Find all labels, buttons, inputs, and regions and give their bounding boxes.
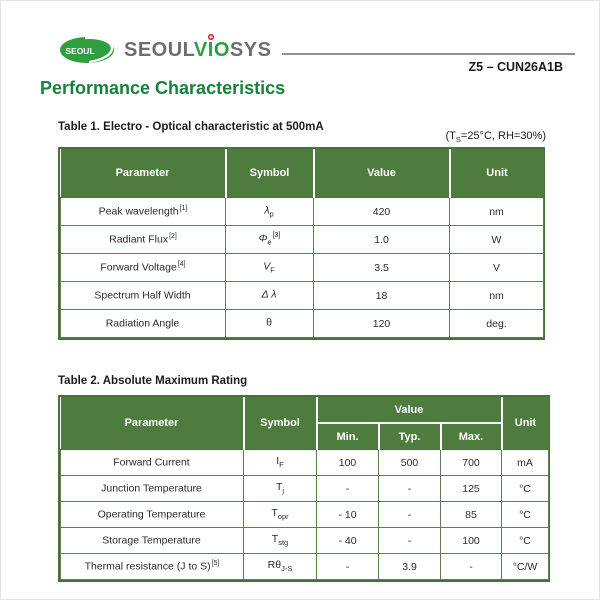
symbol-cell: Tstg — [243, 527, 317, 554]
unit-cell: W — [449, 225, 544, 254]
max-cell: 700 — [440, 449, 502, 476]
col-parameter: Parameter — [60, 149, 227, 198]
table2-header-row1: Parameter Symbol Value Unit — [60, 397, 549, 450]
unit-cell: nm — [449, 197, 544, 226]
red-gear-icon — [207, 34, 214, 40]
param-cell: Radiation Angle — [60, 309, 226, 338]
unit-cell: °C — [501, 501, 549, 528]
brand-o-text: O — [213, 39, 230, 61]
param-cell: Spectrum Half Width — [60, 281, 226, 310]
unit-cell: V — [449, 253, 544, 282]
param-cell: Forward Voltage[4] — [60, 253, 226, 282]
col-unit: Unit — [448, 149, 544, 198]
param-cell: Forward Current — [60, 449, 244, 476]
brand-sys-text: SYS — [229, 39, 272, 61]
table-row: Spectrum Half Width Δ λ 18 nm — [60, 281, 544, 310]
table1: Parameter Symbol Value Unit Peak wavelen… — [58, 147, 545, 340]
typ-cell: - — [378, 501, 441, 528]
brand-i-text: I — [208, 34, 214, 60]
col-value: Value — [312, 149, 451, 198]
col-symbol: Symbol — [242, 397, 318, 450]
unit-cell: deg. — [449, 309, 544, 338]
unit-cell: mA — [501, 449, 549, 476]
symbol-cell: θ — [225, 309, 314, 338]
unit-cell: °C — [501, 527, 549, 554]
typ-cell: - — [378, 475, 441, 502]
unit-cell: °C/W — [501, 553, 549, 580]
brand-seoul-text: SEOUL — [124, 39, 194, 61]
table2: Parameter Symbol Value Unit Min. Typ. Ma… — [58, 395, 550, 582]
table-row: Operating Temperature Topr - 10 - 85 °C — [60, 501, 549, 528]
min-cell: - 10 — [316, 501, 379, 528]
col-symbol: Symbol — [224, 149, 315, 198]
table-row: Storage Temperature Tstg - 40 - 100 °C — [60, 527, 549, 554]
table-row: Forward Current IF 100 500 700 mA — [60, 449, 549, 476]
max-cell: 125 — [440, 475, 502, 502]
min-cell: - 40 — [316, 527, 379, 554]
min-cell: - — [316, 475, 379, 502]
table-row: Forward Voltage[4] VF 3.5 V — [60, 253, 544, 282]
brand-v-text: V — [193, 39, 208, 61]
header-divider — [282, 53, 575, 55]
max-cell: 85 — [440, 501, 502, 528]
brand-wordmark: SEOULVI OSYS — [124, 34, 272, 61]
table-row: Radiation Angle θ 120 deg. — [60, 309, 544, 338]
typ-cell: 500 — [378, 449, 441, 476]
param-cell: Peak wavelength[1] — [60, 197, 226, 226]
unit-cell: °C — [501, 475, 549, 502]
table-row: Peak wavelength[1] λp 420 nm — [60, 197, 544, 226]
param-cell: Junction Temperature — [60, 475, 244, 502]
col-typ: Typ. — [377, 423, 442, 450]
typ-cell: 3.9 — [378, 553, 441, 580]
table1-condition: (TS=25°C, RH=30%) — [445, 130, 546, 145]
seoul-badge-icon: SEOUL — [60, 36, 114, 64]
table1-header-row: Parameter Symbol Value Unit — [60, 149, 544, 198]
table2-title: Table 2. Absolute Maximum Rating — [58, 375, 248, 387]
page-title: Performance Characteristics — [40, 78, 286, 98]
symbol-cell: VF — [225, 253, 314, 282]
symbol-cell: Δ λ — [225, 281, 314, 310]
symbol-cell: Topr — [243, 501, 317, 528]
value-cell: 120 — [313, 309, 450, 338]
symbol-cell: IF — [243, 449, 317, 476]
part-number: Z5 – CUN26A1B — [468, 60, 563, 74]
col-unit: Unit — [500, 397, 549, 450]
table-row: Junction Temperature Tj - - 125 °C — [60, 475, 549, 502]
min-cell: - — [316, 553, 379, 580]
typ-cell: - — [378, 527, 441, 554]
value-cell: 3.5 — [313, 253, 450, 282]
col-max: Max. — [439, 423, 502, 450]
symbol-cell: λp — [225, 197, 314, 226]
param-cell: Storage Temperature — [60, 527, 244, 554]
col-value-group: Value — [315, 397, 503, 424]
max-cell: 100 — [440, 527, 502, 554]
value-cell: 420 — [313, 197, 450, 226]
brand-logo: SEOUL SEOULVI OSYS — [59, 34, 271, 66]
value-cell: 18 — [313, 281, 450, 310]
table-row: Thermal resistance (J to S)[5] RθJ-S - 3… — [60, 553, 549, 580]
value-cell: 1.0 — [313, 225, 450, 254]
param-cell: Operating Temperature — [60, 501, 244, 528]
unit-cell: nm — [449, 281, 544, 310]
max-cell: - — [440, 553, 502, 580]
symbol-cell: Tj — [243, 475, 317, 502]
svg-text:SEOUL: SEOUL — [65, 46, 94, 56]
param-cell: Thermal resistance (J to S)[5] — [60, 553, 244, 580]
col-min: Min. — [316, 423, 380, 450]
symbol-cell: RθJ-S — [243, 553, 317, 580]
col-parameter: Parameter — [60, 397, 245, 450]
table-row: Radiant Flux[2] Φe[3] 1.0 W — [60, 225, 544, 254]
table1-title: Table 1. Electro - Optical characteristi… — [58, 121, 324, 133]
symbol-cell: Φe[3] — [225, 225, 314, 254]
min-cell: 100 — [316, 449, 379, 476]
param-cell: Radiant Flux[2] — [60, 225, 226, 254]
